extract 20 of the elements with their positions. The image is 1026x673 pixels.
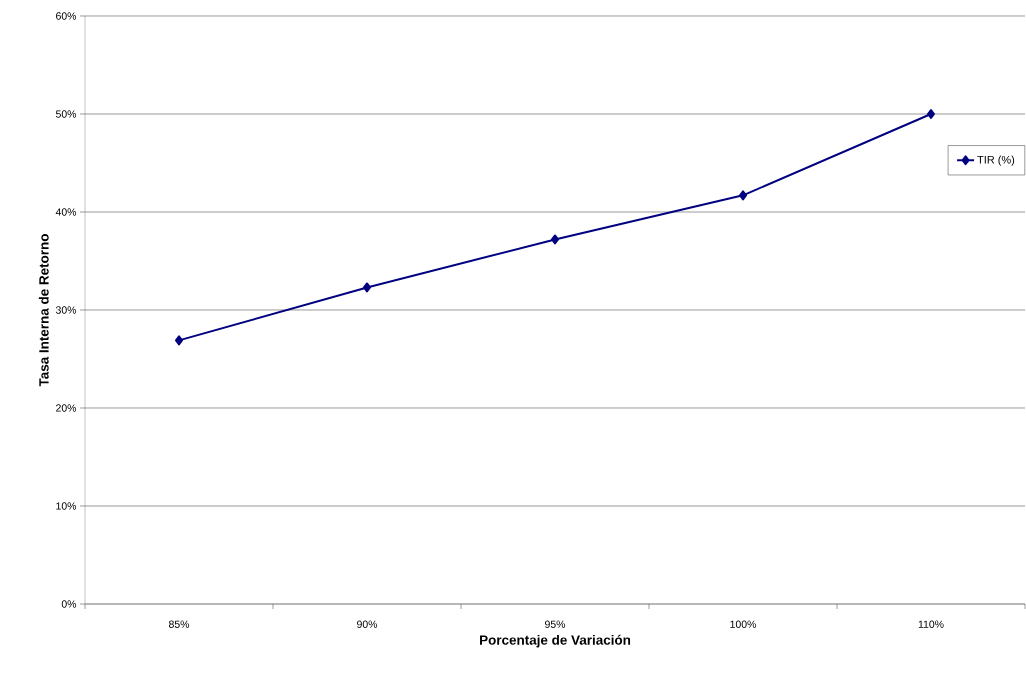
y-axis-title: Tasa Interna de Retorno [38, 234, 49, 387]
point [927, 108, 936, 119]
y-tick-label: 30% [55, 306, 77, 314]
x-tick-label: 85% [168, 620, 190, 628]
point [175, 335, 183, 346]
x-tick-label: 95% [545, 620, 566, 628]
x-axis-title: Porcentaje de Variación [480, 634, 631, 648]
x-tick-label: 90% [357, 620, 378, 628]
point [739, 190, 747, 201]
x-tick-label: 100% [730, 620, 756, 628]
x-tick-label: 110% [918, 620, 944, 628]
y-tick-label: 0% [61, 600, 77, 608]
point [551, 234, 559, 245]
legend-label: TIR (%) [977, 155, 1015, 166]
point [363, 282, 371, 293]
y-tick-label: 20% [56, 404, 77, 412]
y-tick-label: 40% [55, 208, 77, 216]
y-tick-label: 60% [56, 12, 77, 20]
y-tick-label: 10% [56, 502, 77, 510]
y-tick-label: 50% [55, 110, 77, 118]
